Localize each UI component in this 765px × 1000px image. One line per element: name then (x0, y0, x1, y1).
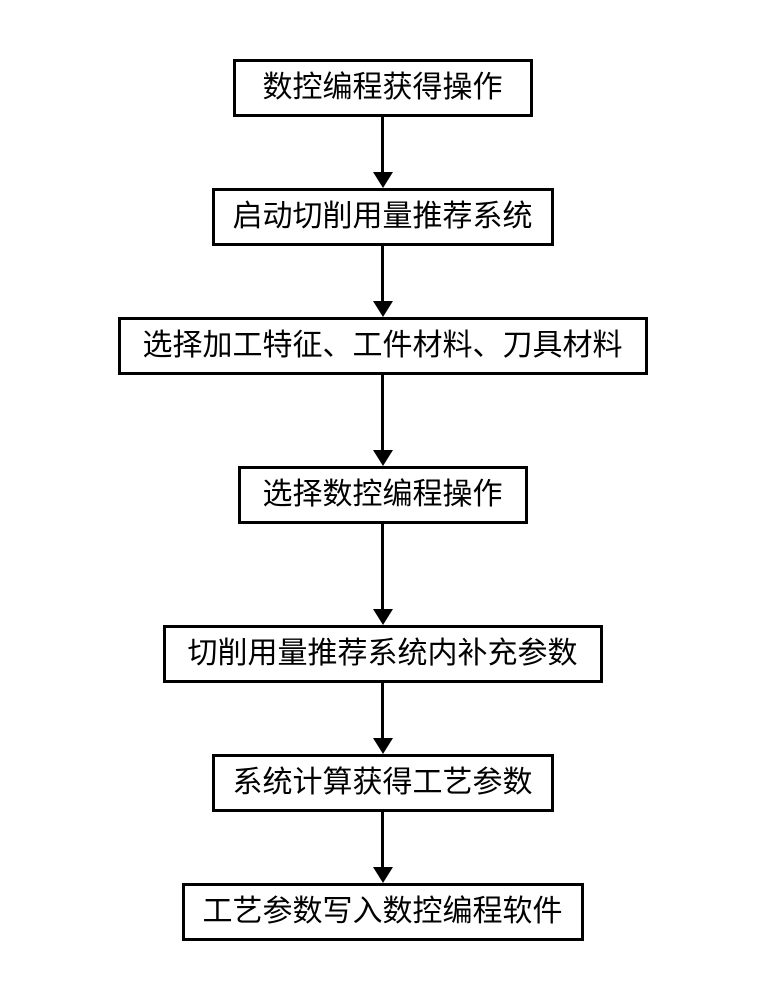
arrow-head-icon (373, 738, 393, 754)
arrow-line (381, 375, 384, 450)
arrow-head-icon (373, 867, 393, 883)
flow-node-step5: 切削用量推荐系统内补充参数 (163, 625, 603, 683)
arrow-head-icon (373, 301, 393, 317)
flow-node-step1: 数控编程获得操作 (233, 59, 533, 117)
node-label: 数控编程获得操作 (263, 70, 503, 106)
arrow-line (381, 812, 384, 867)
arrow-head-icon (373, 450, 393, 466)
arrow-line (381, 117, 384, 172)
flow-node-step3: 选择加工特征、工件材料、刀具材料 (118, 317, 648, 375)
arrow-3 (373, 375, 393, 466)
node-label: 切削用量推荐系统内补充参数 (188, 636, 578, 672)
node-label: 选择数控编程操作 (263, 477, 503, 513)
arrow-line (381, 683, 384, 738)
arrow-head-icon (373, 609, 393, 625)
flow-node-step2: 启动切削用量推荐系统 (212, 188, 554, 246)
arrow-4 (373, 524, 393, 625)
flow-node-step4: 选择数控编程操作 (238, 466, 528, 524)
flow-node-step7: 工艺参数写入数控编程软件 (182, 883, 584, 941)
arrow-6 (373, 812, 393, 883)
node-label: 系统计算获得工艺参数 (233, 765, 533, 801)
node-label: 工艺参数写入数控编程软件 (203, 894, 563, 930)
node-label: 选择加工特征、工件材料、刀具材料 (143, 328, 623, 364)
arrow-head-icon (373, 172, 393, 188)
flowchart-container: 数控编程获得操作 启动切削用量推荐系统 选择加工特征、工件材料、刀具材料 选择数… (0, 0, 765, 1000)
arrow-1 (373, 117, 393, 188)
node-label: 启动切削用量推荐系统 (233, 199, 533, 235)
arrow-5 (373, 683, 393, 754)
arrow-2 (373, 246, 393, 317)
flow-node-step6: 系统计算获得工艺参数 (212, 754, 554, 812)
arrow-line (381, 524, 384, 609)
arrow-line (381, 246, 384, 301)
